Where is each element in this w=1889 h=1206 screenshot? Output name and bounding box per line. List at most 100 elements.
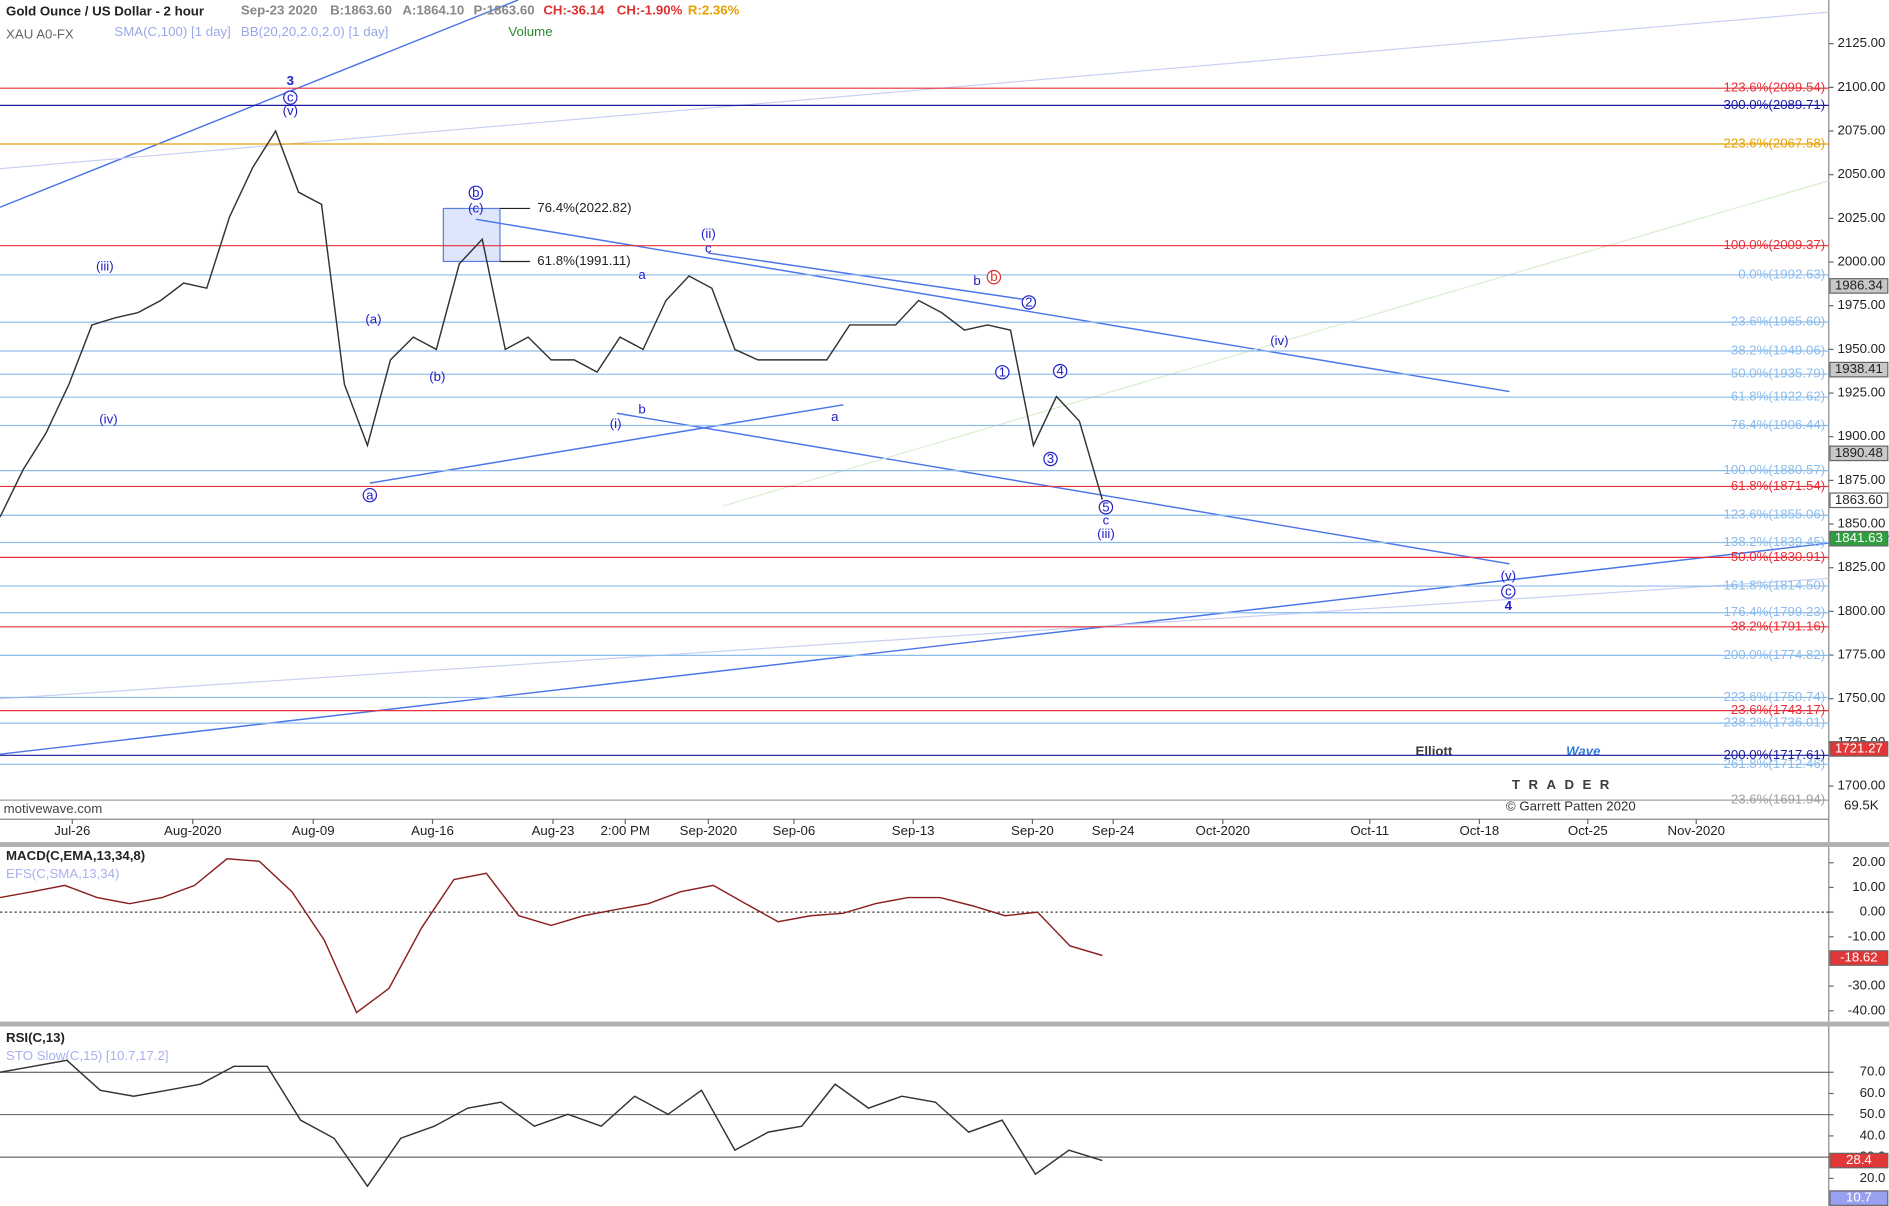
y-tick-label: 2025.00 bbox=[1837, 210, 1885, 225]
x-tick-label: Aug-16 bbox=[411, 823, 454, 838]
wave-circle bbox=[1021, 295, 1037, 310]
level-label: 123.6%(2099.54) bbox=[1723, 80, 1825, 95]
level-label: 23.6%(1691.94) bbox=[1731, 792, 1825, 807]
wave-label: (v) bbox=[283, 103, 298, 118]
x-tick-label: 2:00 PM bbox=[601, 823, 650, 838]
info-item: P:1863.60 bbox=[473, 2, 534, 17]
price-marker: 1721.27 bbox=[1835, 740, 1883, 755]
wave-label: (iii) bbox=[1097, 526, 1115, 541]
y-tick-label: 1700.00 bbox=[1837, 778, 1885, 793]
wave-label: 1 bbox=[999, 364, 1006, 379]
info-item: CH:-36.14 bbox=[543, 2, 605, 17]
level-label: 100.0%(2009.37) bbox=[1723, 237, 1825, 252]
panel-subtitle: STO Slow(C,15) [10.7,17.2] bbox=[6, 1048, 169, 1063]
wave-label: c bbox=[1505, 584, 1512, 599]
price-marker-box bbox=[1829, 741, 1889, 757]
series-line bbox=[0, 1059, 1103, 1188]
y-tick-label: 2050.00 bbox=[1837, 166, 1885, 181]
indicator: SMA(C,100) [1 day] bbox=[114, 24, 230, 39]
panel-title: RSI(C,13) bbox=[6, 1030, 65, 1045]
wave-label: b bbox=[973, 273, 980, 288]
y-tick-label: 2075.00 bbox=[1837, 123, 1885, 138]
x-tick-label: Sep-06 bbox=[773, 823, 816, 838]
symbol: XAU A0-FX bbox=[6, 26, 74, 41]
wave-label: b bbox=[990, 269, 997, 284]
wave-label: 3 bbox=[1047, 451, 1054, 466]
wave-circle bbox=[1052, 363, 1068, 379]
wave-label: (b) bbox=[429, 369, 445, 384]
y-tick-label: 1950.00 bbox=[1837, 341, 1885, 356]
wave-label: b bbox=[638, 402, 645, 417]
y-tick-label: 0.00 bbox=[1860, 904, 1886, 919]
y-tick-label: 20.00 bbox=[1852, 854, 1885, 869]
y-tick-label: 40.0 bbox=[1860, 1127, 1886, 1142]
x-tick-label: Sep-24 bbox=[1092, 823, 1135, 838]
x-tick-label: Oct-25 bbox=[1568, 823, 1608, 838]
wave-label: 5 bbox=[1102, 499, 1109, 514]
wave-label: (iv) bbox=[1270, 333, 1288, 348]
trend-line bbox=[616, 412, 1510, 565]
level-label: 300.0%(2089.71) bbox=[1723, 97, 1825, 112]
x-tick-label: Oct-11 bbox=[1350, 823, 1389, 838]
panel-title: MACD(C,EMA,13,34,8) bbox=[6, 848, 145, 863]
y-tick-label: -10.00 bbox=[1848, 928, 1886, 943]
wave-circle bbox=[1098, 499, 1114, 515]
wave-label: 4 bbox=[1505, 598, 1513, 613]
level-label: 223.6%(2067.58) bbox=[1723, 136, 1825, 151]
level-label: 200.0%(1774.82) bbox=[1723, 647, 1825, 662]
faint-lines bbox=[0, 11, 1829, 700]
wave-label: c bbox=[1103, 513, 1110, 528]
level-label: 61.8%(1922.62) bbox=[1731, 389, 1825, 404]
info: Sep-23 2020 B:1863.60 A:1864.10 P:1863.60 CH… bbox=[241, 2, 740, 17]
y-tick-label: -40.00 bbox=[1848, 1002, 1886, 1017]
wave-label: (ii) bbox=[701, 226, 716, 241]
x-tick-label: Oct-2020 bbox=[1196, 823, 1251, 838]
wave-label: (i) bbox=[610, 416, 622, 431]
series-line bbox=[0, 129, 1104, 518]
y-tick-label: 1900.00 bbox=[1837, 428, 1885, 443]
level-label: 100.0%(1880.57) bbox=[1723, 462, 1825, 477]
price-marker: 10.7 bbox=[1846, 1190, 1872, 1205]
wave-label: 4 bbox=[1056, 363, 1063, 378]
wave-label: 3 bbox=[287, 73, 294, 88]
y-tick-label: 1800.00 bbox=[1837, 603, 1885, 618]
y-tick-label: 2125.00 bbox=[1837, 35, 1885, 50]
price-marker: 28.4 bbox=[1846, 1152, 1872, 1167]
wave-label: (c) bbox=[468, 201, 483, 216]
wave-label: (iv) bbox=[99, 411, 117, 426]
y-tick-label: 2000.00 bbox=[1837, 254, 1885, 269]
logo-word: TRADER bbox=[1512, 777, 1618, 792]
indicator: Volume bbox=[508, 24, 552, 39]
wave-label: (v) bbox=[1501, 568, 1516, 583]
trend-line bbox=[708, 252, 1037, 302]
wave-label: (iii) bbox=[96, 258, 114, 273]
price-marker: 1938.41 bbox=[1835, 361, 1883, 376]
level-label: 0.0%(1992.63) bbox=[1738, 266, 1825, 281]
x-tick-label: Nov-2020 bbox=[1668, 823, 1725, 838]
level-label: 38.2%(1949.06) bbox=[1731, 343, 1825, 358]
wave-label: c bbox=[705, 240, 712, 255]
x-tick-label: Aug-09 bbox=[292, 823, 335, 838]
price-marker: 1986.34 bbox=[1835, 277, 1883, 292]
box-label: 61.8%(1991.11) bbox=[537, 253, 630, 268]
wave-circle bbox=[995, 365, 1010, 380]
x-tick-label: Aug-2020 bbox=[164, 823, 221, 838]
indicator: BB(20,20,2.0,2.0) [1 day] bbox=[241, 24, 388, 39]
logo-credit: © Garrett Patten 2020 bbox=[1506, 799, 1636, 814]
trend-line bbox=[475, 218, 1510, 393]
y-tick-label: 50.0 bbox=[1860, 1106, 1886, 1121]
level-label: 176.4%(1799.23) bbox=[1723, 604, 1825, 619]
panel-separator bbox=[0, 1021, 1889, 1027]
price-marker-box bbox=[1829, 1190, 1889, 1206]
panel-separator bbox=[0, 842, 1889, 847]
level-label: 261.8%(1712.46) bbox=[1723, 756, 1825, 771]
level-label: 76.4%(1906.44) bbox=[1731, 417, 1825, 432]
price-marker: 1890.48 bbox=[1835, 445, 1883, 460]
y-tick-label: 20.0 bbox=[1860, 1170, 1886, 1185]
level-label: 61.8%(1871.54) bbox=[1731, 478, 1825, 493]
y-tick-label: 1825.00 bbox=[1837, 559, 1885, 574]
y-tick-label: 2100.00 bbox=[1837, 79, 1885, 94]
x-tick-label: Oct-18 bbox=[1460, 823, 1500, 838]
level-label: 23.6%(1965.60) bbox=[1731, 314, 1825, 329]
